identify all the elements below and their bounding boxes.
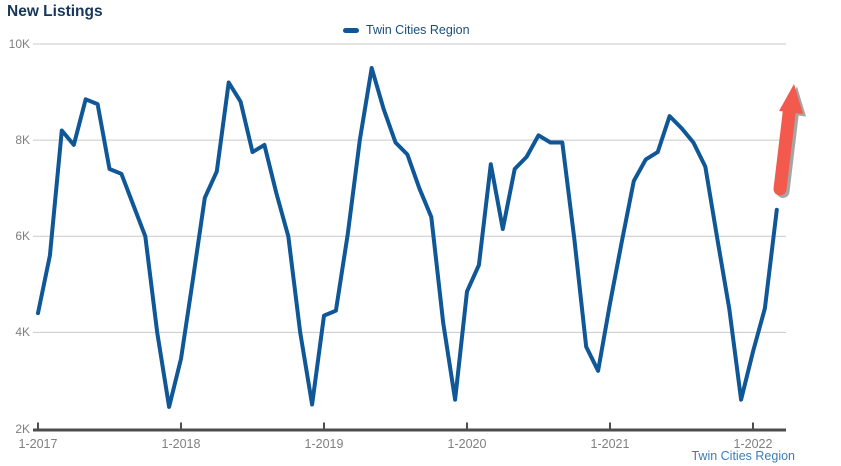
series-line bbox=[36, 66, 779, 409]
x-axis-tick-label: 1-2017 bbox=[18, 437, 58, 451]
x-axis-tick-label: 1-2020 bbox=[447, 437, 487, 451]
y-axis-tick-label: 2K bbox=[15, 421, 30, 436]
trend-arrow-head bbox=[779, 84, 803, 114]
y-axis-tick-label: 6K bbox=[15, 229, 30, 244]
footer-region-link[interactable]: Twin Cities Region bbox=[691, 449, 795, 463]
trend-up-arrow bbox=[773, 84, 806, 198]
x-axis-tick-label: 1-2019 bbox=[304, 437, 344, 451]
page-title: New Listings bbox=[7, 3, 103, 20]
x-axis-tick-label: 1-2022 bbox=[733, 437, 773, 451]
legend-label: Twin Cities Region bbox=[366, 23, 470, 37]
legend-line-swatch bbox=[343, 27, 359, 33]
y-axis-tick-label: 10K bbox=[8, 37, 30, 51]
x-axis-tick-label: 1-2021 bbox=[590, 437, 630, 451]
x-axis-tick-label: 1-2018 bbox=[161, 437, 201, 451]
chart-legend[interactable]: Twin Cities Region bbox=[343, 23, 470, 37]
y-axis-tick-label: 8K bbox=[15, 133, 30, 148]
trend-arrow-shaft bbox=[773, 107, 796, 196]
y-axis-tick-label: 4K bbox=[15, 325, 30, 340]
